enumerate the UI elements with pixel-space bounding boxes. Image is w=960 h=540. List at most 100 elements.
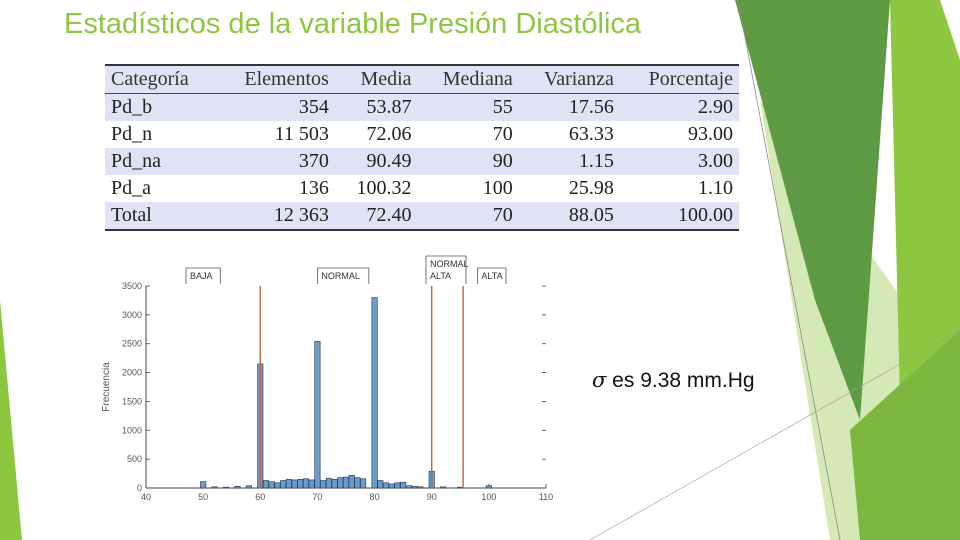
right-mid-green-shape: [850, 330, 960, 540]
x-tick-label: 50: [198, 492, 208, 502]
column-header: Porcentaje: [619, 64, 739, 94]
decor-line: [589, 329, 960, 540]
histogram-bar: [314, 341, 321, 489]
histogram-bar: [285, 479, 292, 489]
histogram-bar: [405, 485, 412, 489]
y-tick-label: 500: [127, 454, 142, 464]
x-tick-label: 80: [370, 492, 380, 502]
histogram-bar: [200, 481, 207, 489]
y-tick-label: 2500: [122, 339, 142, 349]
table-cell: Pd_a: [105, 175, 216, 202]
table-cell: 12 363: [215, 202, 335, 231]
table-row: Pd_na 370 90.49 90 1.15 3.00: [105, 148, 739, 175]
histogram-bar: [388, 483, 395, 489]
table-cell: 55: [417, 93, 519, 121]
histogram-bar: [274, 482, 281, 489]
table-cell: Pd_na: [105, 148, 216, 175]
histogram-bar: [348, 475, 355, 489]
category-label: ALTA: [481, 271, 502, 281]
table-row: Pd_a 136 100.32 100 25.98 1.10: [105, 175, 739, 202]
category-bracket: [425, 255, 467, 284]
category-label: NORMAL: [321, 271, 360, 281]
histogram-bar: [302, 478, 310, 489]
x-tick-label: 70: [312, 492, 322, 502]
category-bracket: [477, 267, 507, 284]
table-cell: 17.56: [518, 93, 620, 121]
table-row: Total 12 363 72.40 70 88.05 100.00: [105, 202, 739, 231]
histogram-bar: [440, 486, 447, 489]
histogram-bar: [417, 486, 424, 489]
table-cell: 70: [417, 121, 519, 148]
table-cell: 100: [417, 175, 519, 202]
y-tick-label: 3500: [122, 281, 142, 291]
right-dark-green-shape: [735, 0, 890, 420]
x-tick-label: 100: [481, 492, 496, 502]
table-cell: Pd_n: [105, 121, 216, 148]
table-cell: 136: [215, 175, 335, 202]
histogram-bar: [342, 476, 350, 489]
table-cell: 90.49: [334, 148, 418, 175]
y-tick-label: 0: [137, 483, 142, 493]
table-cell: 100.00: [619, 202, 739, 231]
table-cell: 11 503: [215, 121, 335, 148]
x-tick-label: 90: [427, 492, 437, 502]
slide-title: Estadísticos de la variable Presión Dias…: [64, 8, 642, 40]
plot-area: [146, 286, 546, 488]
column-header: Elementos: [215, 64, 335, 94]
table-cell: 90: [417, 148, 519, 175]
histogram-bar: [382, 482, 390, 489]
category-label: NORMAL: [430, 259, 469, 269]
table-cell: 2.90: [619, 93, 739, 121]
y-tick-label: 1000: [122, 425, 142, 435]
histogram-bar: [400, 481, 407, 489]
y-tick-label: 2000: [122, 368, 142, 378]
category-bracket: [317, 267, 370, 284]
table-cell: 1.10: [619, 175, 739, 202]
table-cell: 25.98: [518, 175, 620, 202]
table-cell: 53.87: [334, 93, 418, 121]
y-axis-label: Frecuencia: [101, 362, 112, 412]
x-tick-label: 60: [255, 492, 265, 502]
decor-line: [737, 0, 841, 540]
table-cell: 100.32: [334, 175, 418, 202]
histogram-bar: [268, 481, 275, 489]
table-cell: 370: [215, 148, 335, 175]
table-cell: 3.00: [619, 148, 739, 175]
histogram-bar: [245, 485, 252, 489]
table-cell: Total: [105, 202, 216, 231]
y-tick-label: 3000: [122, 310, 142, 320]
table-cell: 72.06: [334, 121, 418, 148]
column-header: Varianza: [518, 64, 620, 94]
histogram-bar: [234, 485, 241, 489]
table-row: Pd_b 354 53.87 55 17.56 2.90: [105, 93, 739, 121]
histogram-bar: [325, 477, 332, 489]
histogram-bar: [360, 478, 367, 489]
histogram-bar: [280, 480, 287, 489]
y-tick-label: 1500: [122, 396, 142, 406]
table-header-row: Categoría Elementos Media Mediana Varian…: [105, 64, 739, 94]
histogram-bar: [291, 479, 298, 489]
histogram-bar: [377, 480, 384, 489]
table-cell: 72.40: [334, 202, 418, 231]
histogram-bar: [308, 479, 315, 489]
histogram-bar: [331, 479, 338, 489]
table-cell: 93.00: [619, 121, 739, 148]
histogram-bar: [485, 485, 492, 489]
histogram-bar: [394, 482, 401, 489]
std-dev-note: σ es 9.38 mm.Hg: [592, 368, 755, 393]
histogram-bar: [371, 297, 378, 489]
statistics-table: Categoría Elementos Media Mediana Varian…: [105, 64, 739, 231]
category-label: BAJA: [190, 271, 213, 281]
histogram-bar: [211, 486, 218, 489]
histogram-bar: [337, 477, 344, 489]
histogram-bar: [222, 486, 230, 489]
x-tick-label: 110: [539, 492, 553, 502]
histogram-bar: [262, 480, 270, 489]
frequency-histogram: 0 500 1000 1500 2000 2500 3000 3500 40 50 60 70 80 90…: [101, 255, 553, 502]
histogram-bar: [411, 485, 418, 489]
table-cell: 63.33: [518, 121, 620, 148]
sigma-symbol: σ: [592, 368, 607, 392]
table-row: Pd_n 11 503 72.06 70 63.33 93.00: [105, 121, 739, 148]
histogram-bar: [320, 480, 327, 489]
column-header: Categoría: [105, 64, 216, 94]
